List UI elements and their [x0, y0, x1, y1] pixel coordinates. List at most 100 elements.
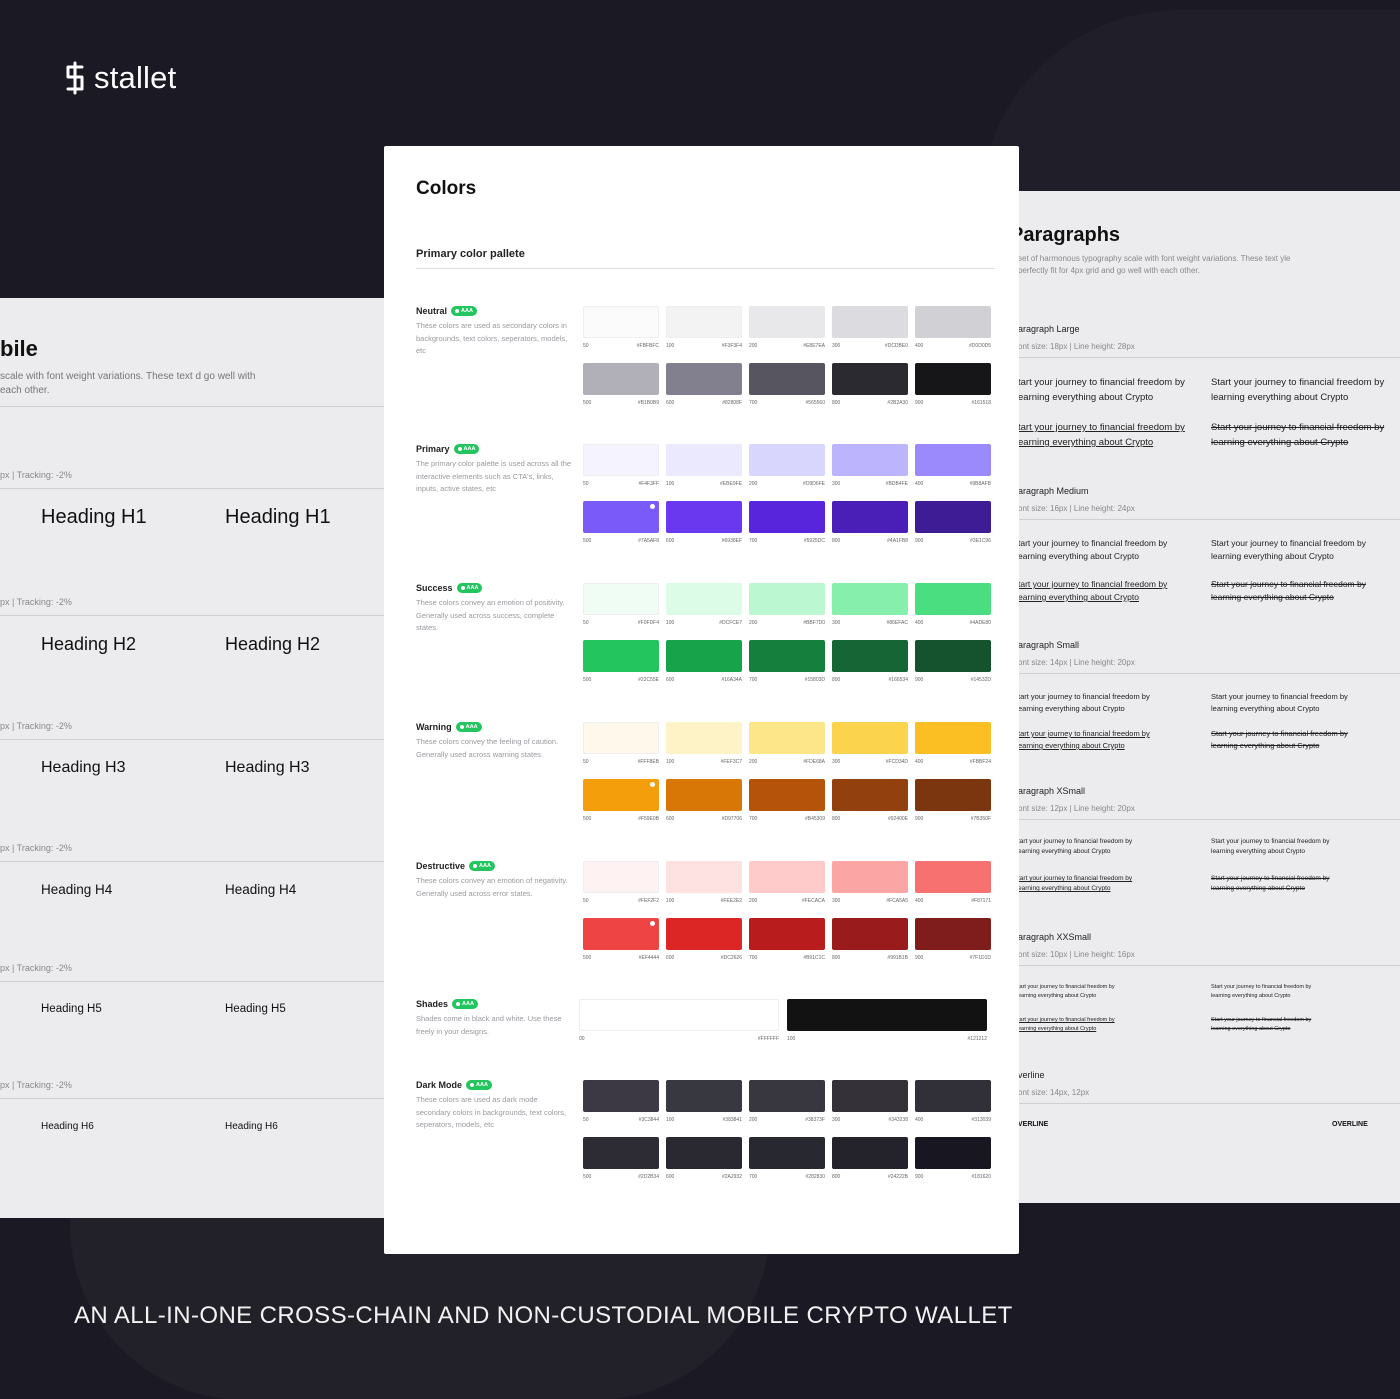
color-swatch [583, 779, 659, 811]
color-group-name: Primary AAA [416, 444, 480, 454]
swatch-step: 800 [832, 677, 841, 683]
swatch-step: 400 [915, 343, 924, 349]
swatch-hex: #22C55E [638, 677, 659, 683]
paragraph-sample-strikethrough: Start your journey to financial freedom … [1211, 579, 1366, 602]
color-swatch [583, 640, 659, 672]
color-swatch [666, 722, 742, 754]
color-group-name: Neutral AAA [416, 306, 477, 316]
divider [1018, 819, 1400, 820]
paragraph-spec: ont size: 18px | Line height: 28px [1018, 342, 1135, 351]
swatch-hex: #DCFCE7 [719, 620, 742, 626]
swatch-hex: #121212 [967, 1036, 987, 1042]
color-swatch [749, 501, 825, 533]
selected-dot-icon [650, 782, 655, 787]
swatch-hex: #343238 [888, 1117, 908, 1123]
swatch-hex: #FCA5A5 [886, 898, 908, 904]
swatch-hex: #181620 [971, 1174, 991, 1180]
swatch-hex: #E8E7EA [803, 343, 825, 349]
swatch-hex: #F59E0B [638, 816, 659, 822]
swatch-hex: #166534 [888, 677, 908, 683]
swatch-step: 50 [583, 759, 589, 765]
color-swatch [915, 444, 991, 476]
color-group-destructive: Destructive AAA These colors convey an emo… [384, 861, 1019, 981]
swatch-hex: #2A2932 [721, 1174, 742, 1180]
color-swatch [832, 444, 908, 476]
swatch-step: 900 [915, 1174, 924, 1180]
swatch-step: 100 [666, 898, 675, 904]
color-swatch [749, 1137, 825, 1169]
color-swatch [749, 306, 825, 338]
swatch-hex: #3C3844 [638, 1117, 659, 1123]
overline-label: verline [1018, 1070, 1045, 1080]
color-swatch [915, 918, 991, 950]
swatch-step: 200 [749, 759, 758, 765]
swatch-hex: #4ADE80 [969, 620, 991, 626]
aaa-badge-text: AAA [465, 724, 478, 730]
group-name-text: Warning [416, 722, 452, 732]
color-group-name: Destructive AAA [416, 861, 495, 871]
color-swatch [749, 861, 825, 893]
color-swatch [579, 999, 779, 1031]
swatch-hex: #7A5AF8 [638, 538, 659, 544]
aaa-badge: AAA [451, 306, 477, 316]
heading-sample: Heading H3 [41, 759, 126, 776]
color-swatch [666, 306, 742, 338]
swatch-step: 50 [583, 1117, 589, 1123]
aaa-badge: AAA [466, 1080, 492, 1090]
swatch-step: 200 [749, 481, 758, 487]
color-swatch [749, 640, 825, 672]
swatch-step: 200 [749, 1117, 758, 1123]
swatch-step: 300 [832, 620, 841, 626]
paragraphs-panel: Paragraphs set of harmonous typography s… [1018, 191, 1400, 1203]
tagline: AN ALL-IN-ONE CROSS-CHAIN AND NON-CUSTOD… [74, 1302, 1013, 1329]
heading-spec: px | Tracking: -2% [0, 597, 72, 607]
paragraph-spec: ont size: 16px | Line height: 24px [1018, 504, 1135, 513]
aaa-badge: AAA [453, 444, 480, 454]
swatch-hex: #3E1C96 [970, 538, 991, 544]
swatch-hex: #313039 [971, 1117, 991, 1123]
divider [1018, 965, 1400, 966]
color-swatch [583, 583, 659, 615]
heading-sample: Heading H5 [41, 1003, 102, 1016]
heading-spec: px | Tracking: -2% [0, 963, 72, 973]
swatch-hex: #FFF8EB [637, 759, 659, 765]
heading-sample: Heading H4 [41, 882, 113, 898]
aaa-badge-text: AAA [476, 1082, 488, 1088]
swatch-step: 500 [583, 400, 592, 406]
aaa-badge: AAA [469, 861, 495, 871]
swatch-hex: #24222B [887, 1174, 908, 1180]
color-swatch [915, 1137, 991, 1169]
color-group-description: These colors convey the feeling of cauti… [416, 737, 559, 759]
group-name-text: Dark Mode [416, 1080, 463, 1090]
color-swatch [666, 1080, 742, 1112]
color-swatch [583, 918, 659, 950]
swatch-step: 900 [915, 677, 924, 683]
paragraph-sample-full: Start your journey to financial freedom … [1211, 692, 1348, 713]
color-swatch [583, 444, 659, 476]
swatch-hex: #FEF3C7 [720, 759, 742, 765]
color-group-description: The primary color palette is used across… [416, 459, 572, 493]
paragraph-sample-strikethrough: Start your journey to financial freedom … [1211, 1017, 1312, 1032]
paragraph-sample-underline: tart your journey to financial freedom b… [1018, 422, 1185, 448]
selected-dot-icon [650, 504, 655, 509]
swatch-hex: #F3F3F4 [721, 343, 742, 349]
heading-sample: Heading H6 [41, 1121, 94, 1132]
aaa-badge-text: AAA [479, 863, 491, 869]
swatch-step: 900 [915, 955, 924, 961]
divider [416, 268, 995, 269]
divider [1018, 519, 1400, 520]
paragraph-label: aragraph XXSmall [1018, 932, 1092, 942]
swatch-step: 100 [666, 759, 675, 765]
color-swatch [832, 1080, 908, 1112]
color-swatch [832, 583, 908, 615]
paragraph-sample-full: Start your journey to financial freedom … [1211, 984, 1312, 999]
swatch-step: 500 [583, 1174, 592, 1180]
swatch-step: 00 [579, 1036, 585, 1042]
swatch-hex: #F4F3FF [638, 481, 659, 487]
color-group-name: Dark Mode AAA [416, 1080, 492, 1090]
paragraphs-description: set of harmonous typography scale with f… [1018, 254, 1291, 275]
color-swatch [749, 444, 825, 476]
color-group-shades: Shades AAA Shades come in black and white.… [384, 999, 1019, 1119]
paragraph-spec: ont size: 12px | Line height: 20px [1018, 804, 1135, 813]
color-swatch [832, 306, 908, 338]
